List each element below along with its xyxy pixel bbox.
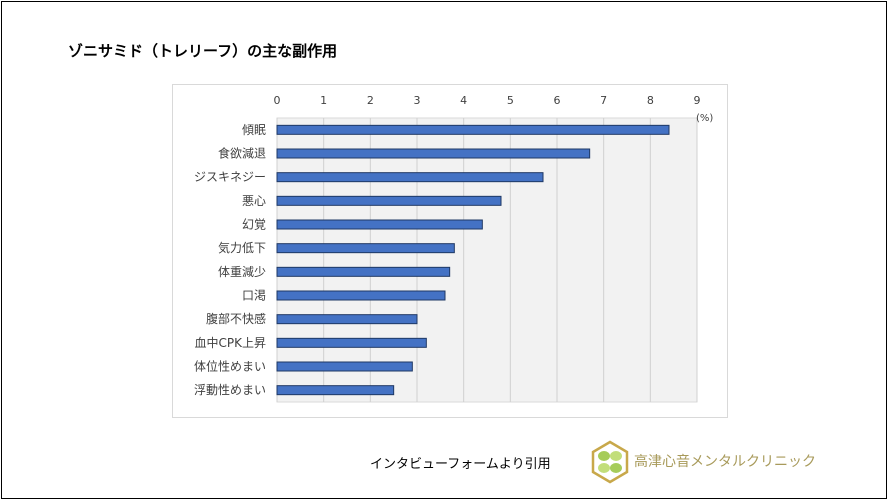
x-tick-label: 9 — [694, 94, 701, 107]
bar — [276, 172, 544, 183]
bar — [276, 361, 413, 372]
category-label: 気力低下 — [218, 240, 266, 255]
plot-area — [276, 117, 698, 403]
unit-label: (%) — [696, 113, 713, 124]
x-tick-label: 7 — [600, 94, 607, 107]
bar — [276, 290, 446, 301]
bar — [276, 195, 502, 206]
category-label: 体位性めまい — [194, 359, 266, 374]
x-tick-label: 1 — [320, 94, 327, 107]
bar — [276, 314, 418, 325]
category-label: 腹部不快感 — [206, 311, 266, 326]
bar — [276, 266, 451, 277]
category-label: 体重減少 — [218, 264, 266, 279]
category-label: 浮動性めまい — [194, 383, 266, 397]
bar — [276, 148, 591, 159]
bar — [276, 219, 483, 230]
chart-container — [172, 84, 728, 418]
category-label: 食欲減退 — [218, 146, 266, 161]
bar — [276, 337, 427, 348]
x-tick-label: 8 — [647, 94, 654, 107]
bar — [276, 385, 395, 396]
category-label: 血中CPK上昇 — [195, 335, 267, 350]
clinic-name: 高津心音メンタルクリニック — [634, 454, 816, 470]
category-label: 口渇 — [242, 289, 266, 303]
category-label: 悪心 — [242, 194, 266, 208]
x-tick-label: 3 — [414, 94, 421, 107]
x-tick-label: 6 — [554, 94, 561, 107]
x-tick-label: 2 — [367, 94, 374, 107]
clinic-logo-icon — [591, 440, 629, 484]
page-title: ゾニサミド（トレリーフ）の主な副作用 — [68, 42, 338, 60]
x-tick-label: 4 — [460, 94, 467, 107]
category-label: 傾眠 — [242, 123, 266, 137]
x-tick-label: 0 — [274, 94, 281, 107]
category-label: 幻覚 — [242, 218, 266, 232]
x-tick-label: 5 — [507, 94, 514, 107]
category-label: ジスキネジー — [194, 170, 266, 184]
bar — [276, 124, 670, 135]
citation-text: インタビューフォームより引用 — [370, 457, 551, 472]
bar — [276, 243, 455, 254]
